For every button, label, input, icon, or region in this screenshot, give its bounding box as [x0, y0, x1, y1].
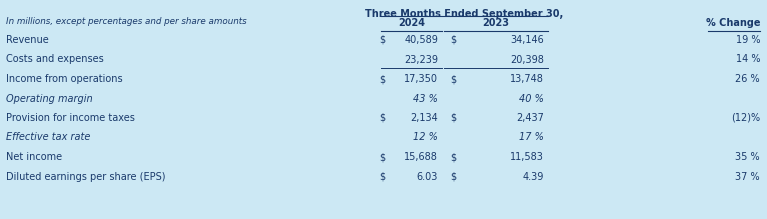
Text: 4.39: 4.39 — [522, 171, 544, 182]
Text: 34,146: 34,146 — [510, 35, 544, 45]
Text: Income from operations: Income from operations — [6, 74, 123, 84]
Text: $: $ — [379, 152, 385, 162]
Text: 13,748: 13,748 — [510, 74, 544, 84]
Text: 26 %: 26 % — [736, 74, 760, 84]
Text: 2,437: 2,437 — [516, 113, 544, 123]
Text: 43 %: 43 % — [413, 94, 438, 104]
Text: In millions, except percentages and per share amounts: In millions, except percentages and per … — [6, 18, 247, 26]
Text: $: $ — [379, 171, 385, 182]
Text: $: $ — [379, 74, 385, 84]
Text: 40,589: 40,589 — [404, 35, 438, 45]
Text: 37 %: 37 % — [736, 171, 760, 182]
Text: Effective tax rate: Effective tax rate — [6, 132, 91, 143]
Text: $: $ — [450, 74, 456, 84]
Text: Provision for income taxes: Provision for income taxes — [6, 113, 135, 123]
Text: $: $ — [450, 35, 456, 45]
Text: $: $ — [450, 171, 456, 182]
Text: 14 %: 14 % — [736, 55, 760, 65]
Text: 6.03: 6.03 — [416, 171, 438, 182]
Text: 20,398: 20,398 — [510, 55, 544, 65]
Text: Diluted earnings per share (EPS): Diluted earnings per share (EPS) — [6, 171, 166, 182]
Text: $: $ — [379, 113, 385, 123]
Text: % Change: % Change — [706, 18, 760, 28]
Text: 2,134: 2,134 — [410, 113, 438, 123]
Text: (12)%: (12)% — [731, 113, 760, 123]
Text: 11,583: 11,583 — [510, 152, 544, 162]
Text: 2023: 2023 — [482, 18, 509, 28]
Text: 23,239: 23,239 — [404, 55, 438, 65]
Text: 35 %: 35 % — [736, 152, 760, 162]
Text: $: $ — [450, 113, 456, 123]
Text: 17 %: 17 % — [519, 132, 544, 143]
Text: Operating margin: Operating margin — [6, 94, 93, 104]
Text: 19 %: 19 % — [736, 35, 760, 45]
Text: 15,688: 15,688 — [404, 152, 438, 162]
Text: Net income: Net income — [6, 152, 62, 162]
Text: Costs and expenses: Costs and expenses — [6, 55, 104, 65]
Text: 40 %: 40 % — [519, 94, 544, 104]
Text: $: $ — [379, 35, 385, 45]
Text: Three Months Ended September 30,: Three Months Ended September 30, — [365, 9, 564, 19]
Text: 12 %: 12 % — [413, 132, 438, 143]
Text: $: $ — [450, 152, 456, 162]
Text: 17,350: 17,350 — [404, 74, 438, 84]
Text: 2024: 2024 — [398, 18, 425, 28]
Text: Revenue: Revenue — [6, 35, 49, 45]
